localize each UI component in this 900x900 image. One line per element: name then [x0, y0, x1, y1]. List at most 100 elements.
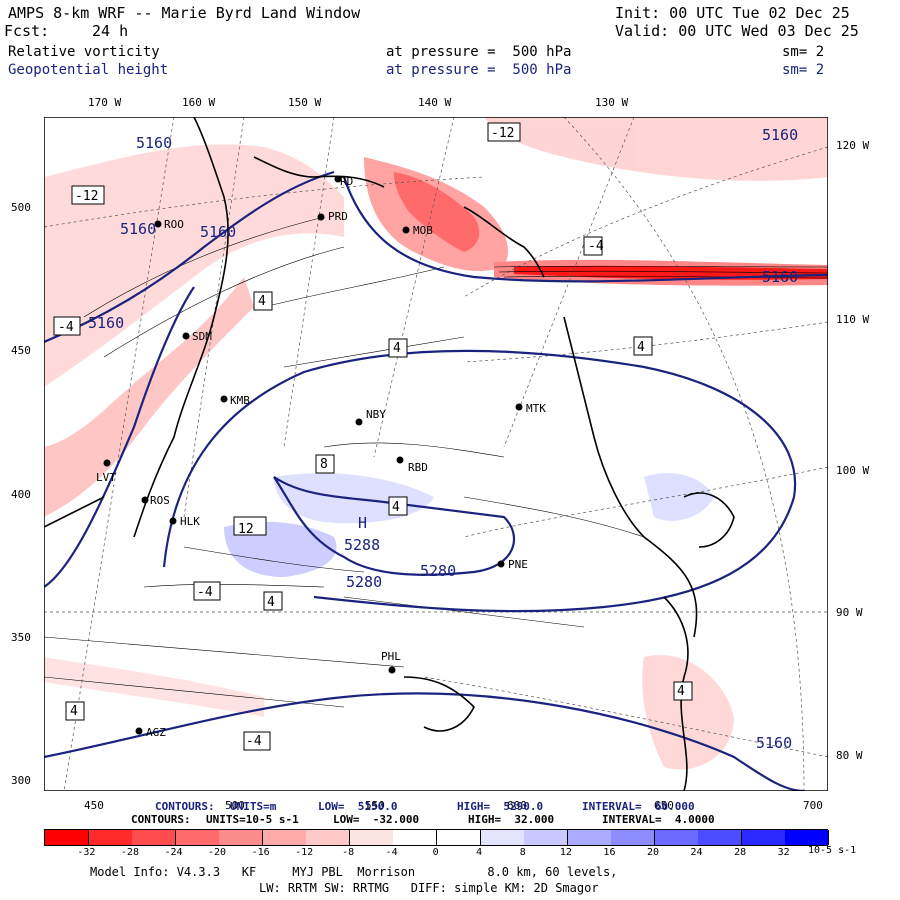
colorbar-tick-label: 8 — [519, 847, 526, 858]
right-lon-label: 90 W — [836, 606, 863, 619]
left-axis-label: 300 — [11, 774, 31, 787]
vorticity-value: 4 — [70, 704, 78, 719]
model-info: Model Info: V4.3.3 KF MYJ PBL Morrison 8… — [90, 865, 618, 879]
colorbar-cell — [785, 830, 830, 845]
valid-time: Valid: 00 UTC Wed 03 Dec 25 — [615, 22, 859, 40]
colorbar-tick-label: 32 — [777, 847, 790, 858]
station-markers — [103, 175, 523, 735]
colorbar-tick-label: -28 — [120, 847, 139, 858]
contours2-interval: INTERVAL= 4.0000 — [602, 813, 715, 826]
colorbar-cell — [611, 830, 656, 845]
latlon-grid — [44, 117, 828, 791]
vorticity-shading — [44, 117, 828, 770]
colorbar-cell — [437, 830, 482, 845]
height-label: 5160 — [200, 223, 237, 241]
vorticity-value: -4 — [197, 585, 213, 600]
vorticity-value: 4 — [267, 595, 275, 610]
contours1-interval: INTERVAL= 60.000 — [582, 800, 695, 813]
contours1-units: UNITS=m — [230, 800, 277, 813]
colorbar-cell — [654, 830, 699, 845]
colorbar-tick-label: 16 — [603, 847, 616, 858]
high-marker: H — [358, 514, 368, 532]
station-label: LVT — [96, 471, 116, 484]
contours2-low: LOW= -32.000 — [333, 813, 420, 826]
colorbar-tick-label: 20 — [646, 847, 660, 858]
vorticity-value: 4 — [637, 340, 645, 355]
vorticity-value: 4 — [393, 341, 401, 356]
height-label: 5160 — [120, 220, 157, 238]
map-title: AMPS 8-km WRF -- Marie Byrd Land Window — [8, 4, 361, 22]
station-label: ROS — [150, 494, 170, 507]
vorticity-value: -12 — [75, 189, 99, 204]
bottom-axis-label: 650 — [654, 799, 674, 812]
field2-name: Geopotential height — [8, 62, 169, 78]
colorbar-cell — [45, 830, 90, 845]
contours2-units: UNITS=10-5 s-1 — [206, 813, 299, 826]
height-label: 5160 — [762, 268, 799, 286]
colorbar-tick-label: 12 — [559, 847, 572, 858]
field2-pressure: at pressure = 500 hPa — [386, 62, 572, 78]
colorbar-cell — [175, 830, 220, 845]
bottom-axis-label: 700 — [803, 799, 823, 812]
top-lon-label: 170 W — [88, 96, 122, 109]
bottom-axis-label: 450 — [84, 799, 104, 812]
field2-smooth: sm= 2 — [782, 62, 825, 78]
left-axis-label: 450 — [11, 344, 31, 357]
height-label: 5160 — [756, 734, 793, 752]
left-axis-label: 350 — [11, 631, 31, 644]
field1-smooth: sm= 2 — [782, 44, 825, 60]
colorbar-cell — [698, 830, 743, 845]
station-label: MTK — [526, 402, 546, 415]
colorbar-tick-label: -20 — [208, 847, 227, 858]
colorbar-cell — [219, 830, 264, 845]
contours1-high: HIGH= 5290.0 — [457, 800, 544, 813]
station-label: AGZ — [146, 726, 166, 739]
height-label: 5160 — [762, 126, 799, 144]
right-lon-label: 110 W — [836, 313, 870, 326]
vorticity-value: 12 — [238, 522, 254, 537]
vorticity-value: -4 — [588, 239, 604, 254]
station-label: KMB — [230, 394, 250, 407]
station-label: MOB — [413, 224, 433, 237]
top-lon-label: 160 W — [182, 96, 216, 109]
contours1-low: LOW= 5150.0 — [318, 800, 398, 813]
contours1-label: CONTOURS: — [155, 800, 215, 813]
forecast-label: Fcst: — [4, 22, 50, 40]
right-lon-label: 120 W — [836, 139, 870, 152]
init-time: Init: 00 UTC Tue 02 Dec 25 — [615, 4, 850, 22]
colorbar-cell — [132, 830, 177, 845]
station-label: RD — [340, 175, 354, 188]
vorticity-value: 8 — [320, 457, 328, 472]
colorbar-tick-label: -24 — [164, 847, 183, 858]
left-axis-label: 500 — [11, 201, 31, 214]
vorticity-value: 4 — [258, 294, 266, 309]
field1-name: Relative vorticity — [8, 44, 160, 60]
colorbar-tick-label: 24 — [690, 847, 703, 858]
colorbar-unit: 10-5 s-1 — [808, 845, 857, 856]
field1-pressure: at pressure = 500 hPa — [386, 44, 572, 60]
height-label: 5288 — [344, 536, 381, 554]
bottom-axis-label: 550 — [365, 799, 385, 812]
station-label: HLK — [180, 515, 200, 528]
vorticity-value: 4 — [677, 684, 685, 699]
top-lon-label: 130 W — [595, 96, 629, 109]
colorbar-cell — [262, 830, 307, 845]
vorticity-height-map — [44, 117, 828, 791]
station-label: RBD — [408, 461, 428, 474]
right-lon-label: 80 W — [836, 749, 863, 762]
height-label: 5280 — [346, 573, 383, 591]
colorbar-tick-label: -12 — [295, 847, 314, 858]
height-label: 5280 — [420, 562, 457, 580]
station-label: ROO — [164, 218, 184, 231]
colorbar-cell — [349, 830, 394, 845]
colorbar — [44, 829, 830, 846]
colorbar-tick-label: 0 — [432, 847, 439, 858]
colorbar-cell — [480, 830, 525, 845]
coastline — [44, 117, 735, 791]
station-label: PHL — [381, 650, 401, 663]
colorbar-cell — [524, 830, 569, 845]
station-label: NBY — [366, 408, 386, 421]
right-lon-label: 100 W — [836, 464, 870, 477]
colorbar-tick-label: -32 — [77, 847, 96, 858]
vorticity-value: 4 — [392, 500, 400, 515]
